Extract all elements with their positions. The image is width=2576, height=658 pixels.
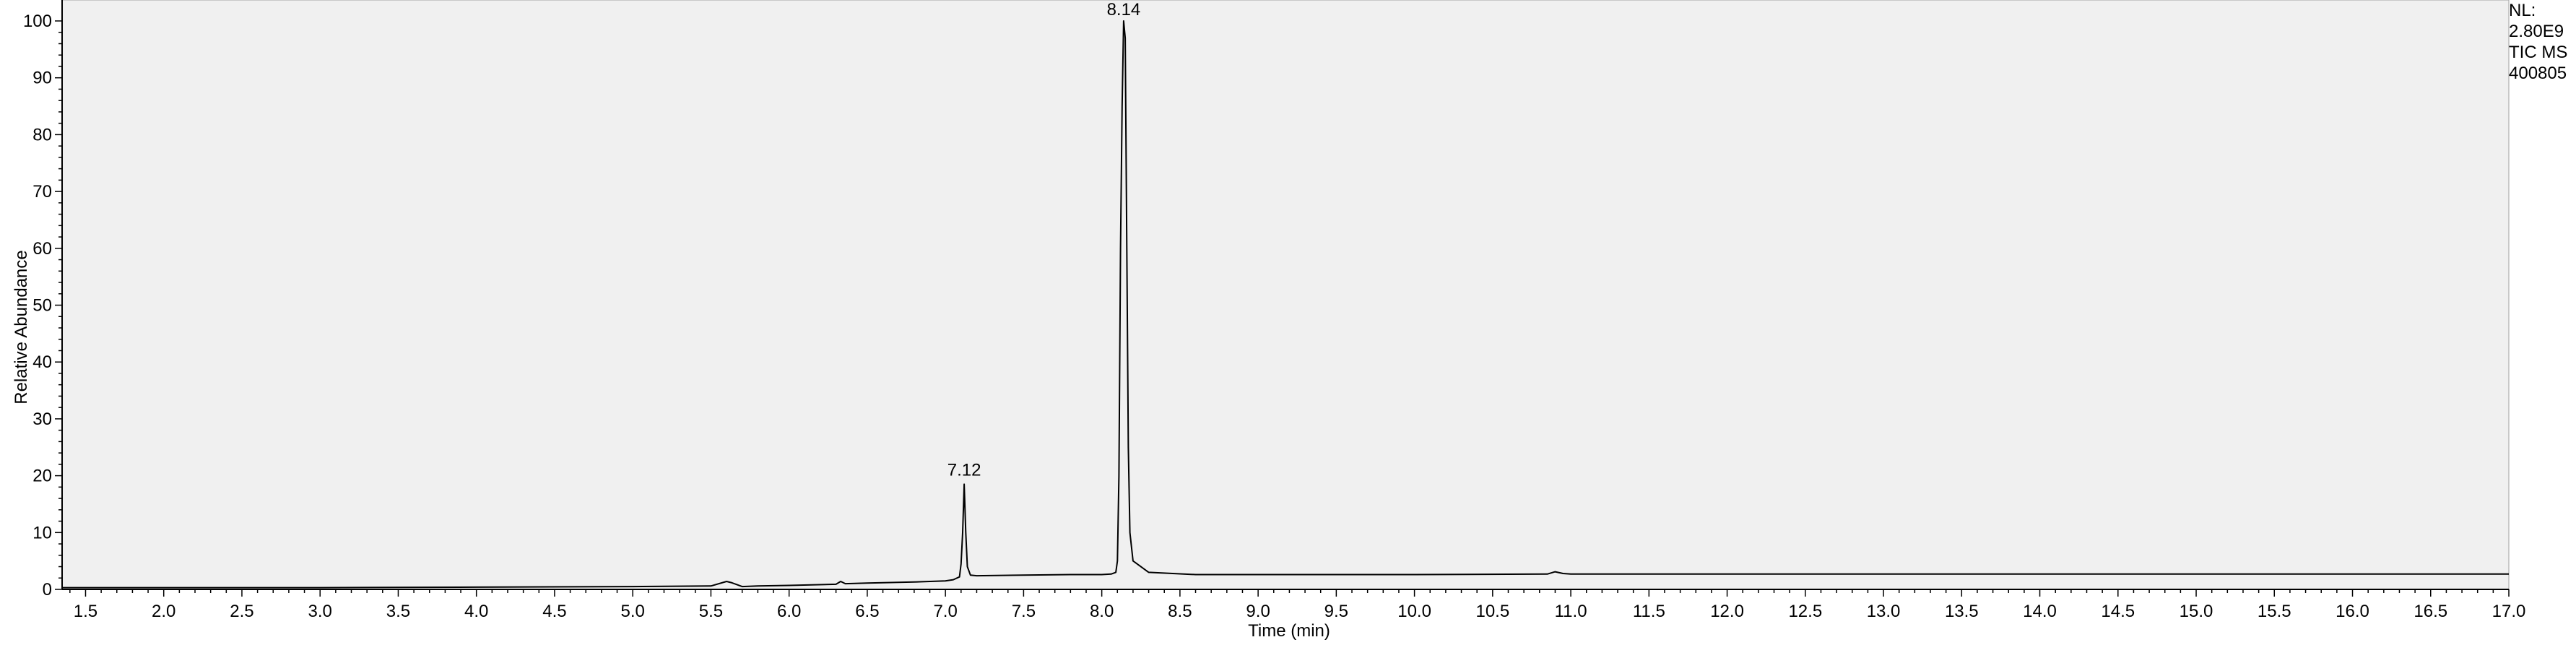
y-tick-label: 90 — [32, 69, 52, 88]
x-tick-label: 9.5 — [1324, 602, 1348, 621]
x-tick-label: 7.5 — [1012, 602, 1036, 621]
x-tick-label: 16.0 — [2336, 602, 2369, 621]
y-tick-label: 10 — [32, 523, 52, 542]
x-tick-label: 11.5 — [1633, 602, 1665, 621]
x-tick-label: 4.0 — [464, 602, 488, 621]
x-axis-label: Time (min) — [1248, 621, 1330, 641]
y-tick-label: 30 — [32, 410, 52, 429]
x-tick-label: 15.5 — [2258, 602, 2291, 621]
x-tick-label: 11.0 — [1555, 602, 1587, 621]
y-tick-label: 50 — [32, 296, 52, 316]
x-tick-label: 5.5 — [699, 602, 723, 621]
x-tick-label: 4.5 — [542, 602, 566, 621]
file-name: 400805 — [2509, 64, 2567, 83]
y-tick-label: 20 — [32, 467, 52, 486]
nl-value: 2.80E9 — [2509, 22, 2564, 41]
trace-type: TIC MS — [2509, 43, 2568, 62]
nl-label: NL: — [2509, 1, 2536, 20]
x-tick-label: 2.5 — [230, 602, 253, 621]
x-tick-label: 16.5 — [2414, 602, 2447, 621]
y-tick-label: 0 — [43, 580, 52, 599]
x-tick-label: 3.0 — [308, 602, 332, 621]
x-tick-label: 8.5 — [1168, 602, 1192, 621]
y-tick-label: 60 — [32, 239, 52, 259]
plot-area — [61, 0, 2510, 590]
x-tick-label: 1.5 — [74, 602, 97, 621]
x-tick-label: 10.0 — [1397, 602, 1431, 621]
x-tick-label: 2.0 — [152, 602, 175, 621]
y-tick-label: 100 — [23, 12, 52, 31]
x-tick-label: 7.0 — [933, 602, 957, 621]
x-tick-label: 17.0 — [2492, 602, 2526, 621]
y-axis-label: Relative Abundance — [12, 250, 31, 404]
x-tick-label: 9.0 — [1246, 602, 1270, 621]
peak-label: 8.14 — [1107, 0, 1141, 20]
x-tick-label: 10.5 — [1475, 602, 1509, 621]
x-tick-label: 3.5 — [386, 602, 410, 621]
x-tick-label: 13.0 — [1867, 602, 1901, 621]
x-tick-label: 6.0 — [777, 602, 801, 621]
y-tick-label: 70 — [32, 182, 52, 202]
x-tick-label: 5.0 — [620, 602, 644, 621]
y-tick-label: 80 — [32, 125, 52, 144]
peak-label: 7.12 — [947, 460, 981, 480]
x-tick-label: 14.0 — [2023, 602, 2057, 621]
x-tick-label: 6.5 — [855, 602, 879, 621]
x-tick-label: 12.5 — [1788, 602, 1822, 621]
x-tick-label: 13.5 — [1945, 602, 1979, 621]
trace-info-panel: NL: 2.80E9 TIC MS 400805 — [2509, 0, 2574, 84]
y-tick-label: 40 — [32, 352, 52, 372]
x-tick-label: 12.0 — [1710, 602, 1744, 621]
x-tick-label: 14.5 — [2101, 602, 2135, 621]
x-tick-label: 8.0 — [1090, 602, 1114, 621]
chromatogram-trace — [62, 20, 2509, 589]
x-tick-label: 15.0 — [2180, 602, 2213, 621]
